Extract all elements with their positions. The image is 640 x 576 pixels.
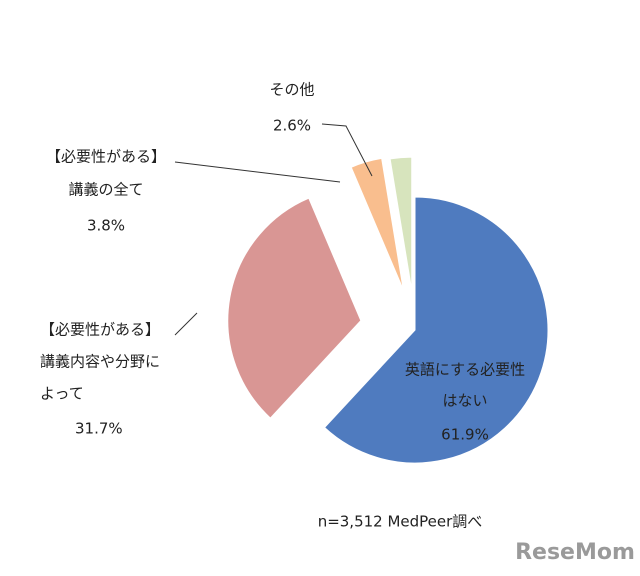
slice-label: 講義内容や分野に [40,353,160,371]
watermark: ReseMom [515,540,635,565]
slice-label: 【必要性がある】 [46,148,166,166]
leader-line [321,123,373,177]
slice-label: よって [40,385,84,403]
slice-label: 【必要性がある】 [40,321,160,339]
pie-slice [350,157,404,290]
slice-label: はない [442,392,487,410]
pie-slice [227,197,362,419]
slice-label: その他 [269,81,314,99]
pie-slice [389,156,413,291]
value-label: 61.9% [441,426,489,444]
slice-label: 講義の全て [68,181,143,199]
value-label: 2.6% [273,117,311,135]
leader-line [174,312,198,336]
pie-slice [323,196,549,464]
slice-label: 英語にする必要性 [405,361,525,379]
leader-line [174,161,341,183]
value-label: 3.8% [87,217,125,235]
value-label: 31.7% [75,420,123,438]
note: n=3,512 MedPeer調べ [318,513,483,531]
